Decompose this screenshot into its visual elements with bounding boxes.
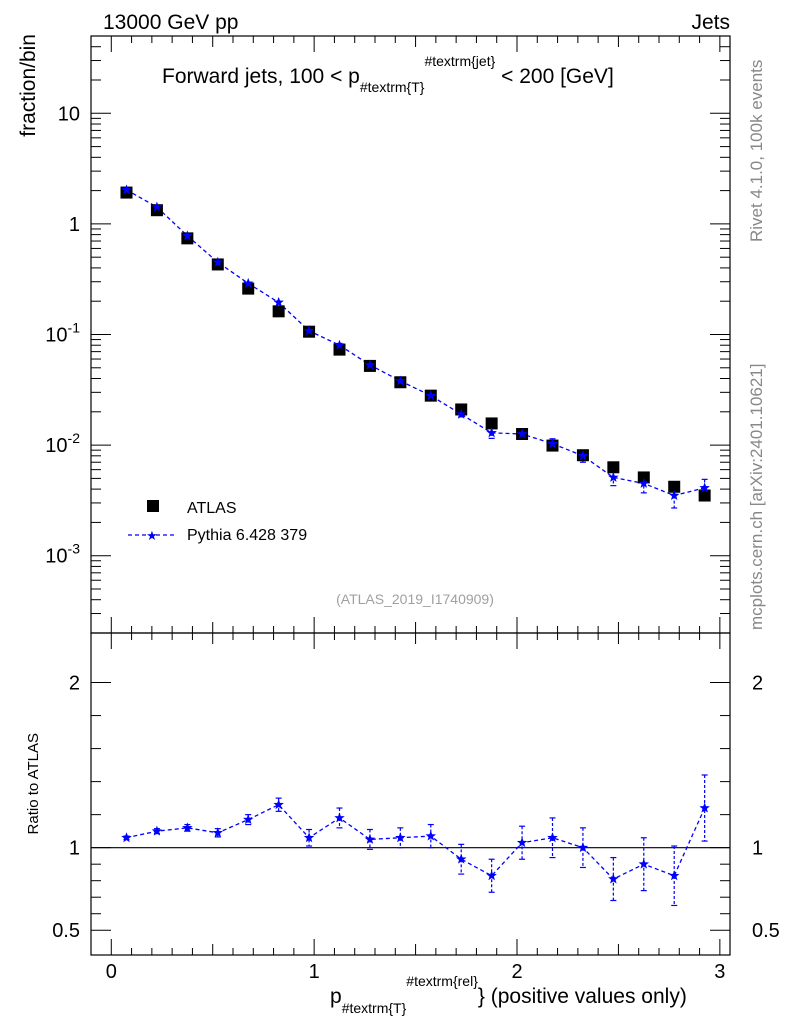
y-tick-label: 1 [69,214,80,236]
atlas-point [485,417,498,430]
pythia-point [486,427,497,438]
pythia-point [668,490,680,500]
ratio-point [699,802,710,813]
pythia-point [516,428,528,439]
title-sup: #textrm{jet} [424,53,495,69]
title-sub: #textrm{T} [360,79,425,95]
pythia-point [395,375,406,386]
ratio-point [395,832,406,843]
ratio-y-tick-label-left: 0.5 [52,920,80,942]
pythia-point [151,201,163,212]
ratio-y-tick-label-left: 1 [69,838,80,860]
mcplots-label: mcplots.cern.ch [arXiv:2401.10621] [747,364,766,630]
ratio-point [212,827,224,838]
atlas-point [698,489,711,502]
ratio-point [151,825,163,836]
pythia-point [608,471,619,482]
legend-atlas-marker [147,500,159,512]
ratio-line [126,803,706,880]
atlas-point [272,305,285,318]
ratio-panel-frame [90,632,731,956]
ratio-point [547,832,558,843]
atlas-point [668,480,681,493]
pythia-point [364,359,376,370]
ratio-point [638,858,650,869]
ratio-point [364,833,376,844]
ratio-point [273,799,284,810]
ratio-point [425,830,437,841]
pythia-point [699,482,710,493]
ratio-point [608,873,619,884]
ratio-point [303,832,315,843]
data-layer [120,184,711,907]
x-tick-label-1: 1 [309,961,320,983]
x-tick-label-3: 3 [714,961,725,983]
atlas-point [637,471,650,484]
y-axis-label-top: fraction/bin [17,34,40,137]
ratio-point [455,853,467,864]
legend: ATLAS ★ Pythia 6.428 379 [128,500,307,544]
plot-title: Forward jets, 100 < p#textrm{T} #textrm{j… [162,53,614,95]
x-axis-label: p#textrm{T} #textrm{rel}} (positive value… [330,973,687,1016]
y-tick-label: 10-3 [45,541,80,568]
ratio-y-tick-label-left: 2 [69,673,80,695]
ratio-point [242,814,254,825]
pythia-point [303,325,315,336]
y-tick-label: 10 [58,103,80,125]
y-axis-label-ratio: Ratio to ATLAS [25,733,42,834]
header-left: 13000 GeV pp [103,11,238,34]
rivet-label: Rivet 4.1.0, 100k events [747,60,766,242]
legend-pythia-star: ★ [146,528,158,543]
title-main: Forward jets, 100 < p [162,65,360,88]
pythia-point [182,230,193,241]
pythia-point [547,438,558,449]
pythia-point [425,390,437,401]
ratio-point [486,870,497,881]
pythia-point [212,256,224,267]
pythia-point [334,339,345,350]
legend-atlas-label: ATLAS [187,500,237,517]
pythia-point [577,450,589,461]
y-tick-label: 10-1 [45,320,80,347]
x-tick-label-2: 2 [511,961,522,983]
ratio-point [182,822,193,833]
pythia-point [121,184,132,195]
axes-layer: 0 1 2 3 10-3 10-2 10-1 1 10 0.5 0.5 1 1 2 2 [45,35,780,983]
analysis-watermark: (ATLAS_2019_I1740909) [336,591,494,607]
x-label-main: p [330,985,342,1008]
header-right: Jets [691,11,730,34]
pythia-point [242,277,254,288]
ratio-y-tick-label-right: 1 [752,838,763,860]
x-label-end: } (positive values only) [478,985,687,1008]
pythia-line [126,189,705,497]
ratio-point [516,837,528,848]
svg-text:Forward jets, 100 < p#textrm{T: Forward jets, 100 < p#textrm{T} #textrm{j… [162,53,614,95]
ratio-point [668,870,680,881]
pythia-point [638,477,650,488]
title-end: < 200 [GeV] [495,65,614,88]
pythia-point [455,408,467,419]
atlas-point [150,204,163,217]
ratio-y-tick-label-right: 0.5 [752,920,780,942]
atlas-point [242,282,255,295]
ratio-point [121,832,132,843]
y-tick-label: 10-2 [45,430,80,457]
x-label-sup: #textrm{rel} [406,973,478,989]
ratio-point [334,812,345,823]
atlas-point [333,343,346,356]
ratio-point [577,842,589,853]
x-tick-label-0: 0 [106,961,117,983]
ratio-y-tick-label-right: 2 [752,673,763,695]
legend-pythia-label: Pythia 6.428 379 [187,527,307,544]
atlas-point [607,461,620,474]
x-label-sub: #textrm{T} [342,1000,407,1016]
pythia-point [273,296,284,307]
